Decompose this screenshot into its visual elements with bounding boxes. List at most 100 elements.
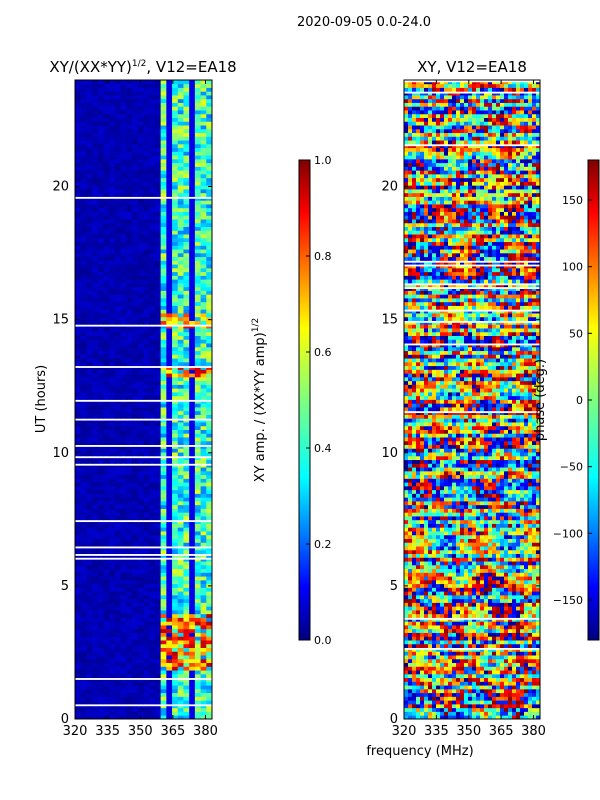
heatmap1-cell xyxy=(103,670,110,675)
heatmap2-cell xyxy=(452,658,457,664)
heatmap2-cell xyxy=(496,666,501,671)
heatmap1-cell xyxy=(183,376,190,382)
heatmap2-cell xyxy=(476,711,481,716)
heatmap2-cell xyxy=(496,696,501,701)
heatmap1-cell xyxy=(149,395,156,400)
heatmap1-cell xyxy=(92,564,99,570)
heatmap1-cell xyxy=(143,516,150,521)
heatmap1-cell xyxy=(194,482,202,487)
heatmap1-cell xyxy=(172,504,179,509)
heatmap1-cell xyxy=(200,606,207,611)
heatmap1-cell xyxy=(80,410,87,415)
heatmap1-cell xyxy=(126,343,133,348)
heatmap1-cell xyxy=(154,343,162,348)
heatmap1-cell xyxy=(109,147,116,152)
heatmap1-cell xyxy=(80,568,87,573)
heatmap1-cell xyxy=(114,170,122,175)
heatmap1-cell xyxy=(120,388,127,393)
heatmap2-cell xyxy=(524,681,529,686)
heatmap1-cell xyxy=(137,117,144,122)
heatmap2-cell xyxy=(456,658,461,664)
heatmap1-cell xyxy=(172,632,179,637)
heatmap1-cell xyxy=(149,452,156,457)
heatmap1-cell xyxy=(149,388,156,393)
heatmap1-cell xyxy=(194,369,202,374)
heatmap1-cell xyxy=(189,110,196,115)
heatmap1-cell xyxy=(143,425,150,430)
heatmap1-cell xyxy=(75,102,82,107)
heatmap1-cell xyxy=(172,215,179,220)
heatmap1-cell xyxy=(206,576,213,581)
heatmap1-cell xyxy=(126,700,133,705)
heatmap1-cell xyxy=(189,516,196,521)
heatmap1-cell xyxy=(194,632,202,637)
heatmap1-cell xyxy=(154,391,162,397)
heatmap1-cell xyxy=(97,388,105,393)
heatmap1-cell xyxy=(177,666,184,671)
heatmap2-cell xyxy=(468,685,473,690)
heatmap1-cell xyxy=(177,388,184,393)
heatmap2-cell xyxy=(420,655,425,660)
heatmap1-cell xyxy=(200,106,207,111)
heatmap1-cell xyxy=(149,380,156,385)
heatmap1-cell xyxy=(194,91,202,96)
heatmap2-cell xyxy=(532,636,537,641)
heatmap1-cell xyxy=(75,301,82,306)
heatmap1-cell xyxy=(86,425,93,430)
heatmap1-cell xyxy=(137,241,144,246)
heatmap1-cell xyxy=(172,373,179,378)
heatmap1-cell xyxy=(177,384,184,389)
heatmap2-cell xyxy=(432,628,437,633)
heatmap1-cell xyxy=(194,440,202,446)
heatmap1-cell xyxy=(177,361,184,367)
heatmap2-cell xyxy=(424,677,429,682)
heatmap1-cell xyxy=(97,117,105,122)
heatmap1-cell xyxy=(154,260,162,265)
heatmap2-cell xyxy=(468,692,473,697)
x-tick-label: 380 xyxy=(193,724,218,739)
heatmap1-cell xyxy=(206,655,213,660)
heatmap1-cell xyxy=(177,459,184,464)
heatmap1-cell xyxy=(80,628,87,633)
heatmap1-cell xyxy=(80,252,87,258)
heatmap1-cell xyxy=(177,215,184,220)
heatmap1-cell xyxy=(126,294,133,299)
heatmap2-cell xyxy=(444,688,449,694)
heatmap2-cell xyxy=(480,673,485,679)
heatmap1-cell xyxy=(137,237,144,243)
heatmap1-cell xyxy=(149,422,156,427)
heatmap1-cell xyxy=(160,350,167,355)
heatmap2-cell xyxy=(532,643,537,648)
heatmap1-cell xyxy=(154,613,162,618)
heatmap1-cell xyxy=(75,376,82,382)
heatmap1-cell xyxy=(120,309,127,314)
heatmap1-cell xyxy=(92,343,99,348)
y-tick-label: 0 xyxy=(61,712,69,727)
heatmap2-cell xyxy=(428,677,433,682)
heatmap1-cell xyxy=(92,414,99,419)
heatmap1-cell xyxy=(172,252,179,258)
heatmap1-cell xyxy=(160,264,167,269)
heatmap1-cell xyxy=(172,358,179,363)
heatmap1-cell xyxy=(109,628,116,633)
heatmap1-cell xyxy=(114,542,122,547)
heatmap1-cell xyxy=(75,628,82,633)
heatmap1-cell xyxy=(80,185,87,190)
heatmap2-cell xyxy=(452,670,457,675)
heatmap2-cell xyxy=(416,681,421,686)
heatmap1-cell xyxy=(160,162,167,167)
heatmap2-cell xyxy=(472,670,477,675)
heatmap2-cell xyxy=(524,655,529,660)
heatmap1-cell xyxy=(109,376,116,382)
heatmap1-cell xyxy=(149,538,156,543)
heatmap1-cell xyxy=(97,80,105,85)
heatmap1-cell xyxy=(149,245,156,250)
heatmap1-cell xyxy=(92,485,99,491)
heatmap1-cell xyxy=(132,170,139,175)
heatmap1-cell xyxy=(149,579,156,585)
heatmap1-cell xyxy=(149,493,156,498)
heatmap1-cell xyxy=(194,83,202,88)
heatmap1-cell xyxy=(149,700,156,705)
heatmap1-cell xyxy=(183,391,190,397)
heatmap1-cell xyxy=(97,459,105,464)
